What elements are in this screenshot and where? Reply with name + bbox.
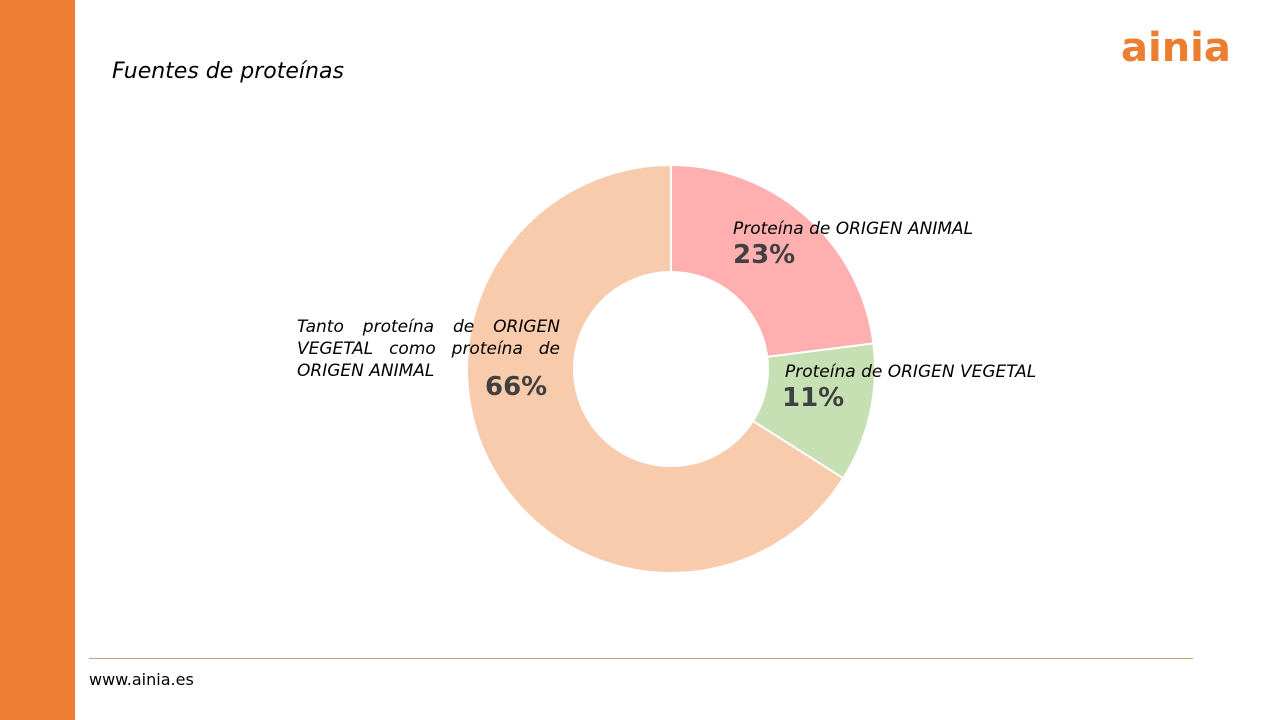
data-label-both: Tanto proteína de ORIGEN VEGETAL como pr…: [297, 317, 560, 381]
data-value-animal: 23%: [733, 240, 796, 270]
footer-website-link[interactable]: www.ainia.es: [89, 670, 194, 689]
slide-title: Fuentes de proteínas: [112, 59, 344, 84]
chart-slices: [466, 163, 876, 574]
footer-rule: [89, 658, 1193, 659]
slice-both: [466, 163, 845, 574]
data-label-animal: Proteína de ORIGEN ANIMAL: [733, 219, 974, 239]
slice-animal: [670, 163, 875, 358]
data-value-vegetal: 11%: [782, 383, 845, 413]
ainia-logo: ainia: [1121, 25, 1231, 71]
data-value-both: 66%: [485, 372, 548, 402]
accent-side-bar: [0, 0, 75, 720]
data-label-vegetal: Proteína de ORIGEN VEGETAL: [785, 362, 1037, 382]
